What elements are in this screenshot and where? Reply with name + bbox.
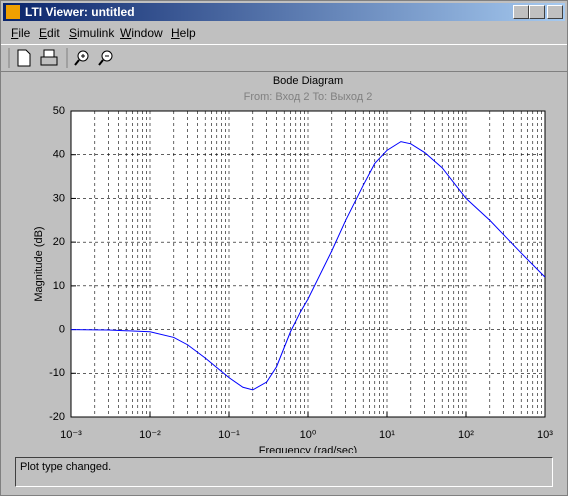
y-tick-label: -10 [49, 367, 65, 379]
x-tick-label: 10⁻² [139, 429, 161, 441]
y-tick-label: 20 [53, 236, 65, 248]
menu-item[interactable]: Window [120, 26, 163, 40]
menu-item[interactable]: Simulink [69, 26, 115, 40]
title-bar: LTI Viewer: untitled [3, 3, 565, 21]
y-tick-label: -20 [49, 411, 65, 423]
axes-frame [70, 110, 546, 418]
x-tick-label: 10¹ [379, 429, 395, 441]
x-tick-label: 10⁻¹ [218, 429, 240, 441]
menu-item[interactable]: Edit [39, 26, 60, 40]
chart-subtitle: From: Вход 2 To: Выход 2 [244, 91, 373, 103]
new-icon[interactable] [17, 49, 31, 67]
y-axis-label: Magnitude (dB) [33, 226, 45, 301]
x-tick-label: 10² [458, 429, 474, 441]
print-icon[interactable] [40, 56, 58, 66]
maximize-button[interactable] [529, 5, 545, 19]
y-tick-label: 40 [53, 149, 65, 161]
minimize-button[interactable] [513, 5, 529, 19]
y-tick-label: 50 [53, 105, 65, 117]
toolbar [1, 44, 567, 72]
x-axis-label: Frequency (rad/sec) [259, 445, 357, 453]
bode-plot: Bode Diagram From: Вход 2 To: Выход 2 Fr… [33, 75, 553, 453]
y-tick-label: 10 [53, 280, 65, 292]
window-title: LTI Viewer: untitled [25, 5, 135, 19]
status-bar: Plot type changed. [15, 457, 553, 487]
chart-title: Bode Diagram [273, 75, 343, 87]
y-tick-label: 30 [53, 192, 65, 204]
close-button[interactable] [547, 5, 563, 19]
toolbar-icons [8, 48, 113, 68]
menu-bar: File Edit Simulink Window Help [1, 23, 567, 43]
x-tick-label: 10⁻³ [60, 429, 82, 441]
menu-item[interactable]: Help [171, 26, 196, 40]
app-icon [6, 5, 20, 19]
magnitude-line [70, 141, 546, 391]
menu-item[interactable]: File [11, 26, 31, 40]
x-tick-label: 10³ [537, 429, 553, 441]
y-tick-label: 0 [59, 323, 65, 335]
x-tick-label: 10⁰ [300, 429, 317, 441]
